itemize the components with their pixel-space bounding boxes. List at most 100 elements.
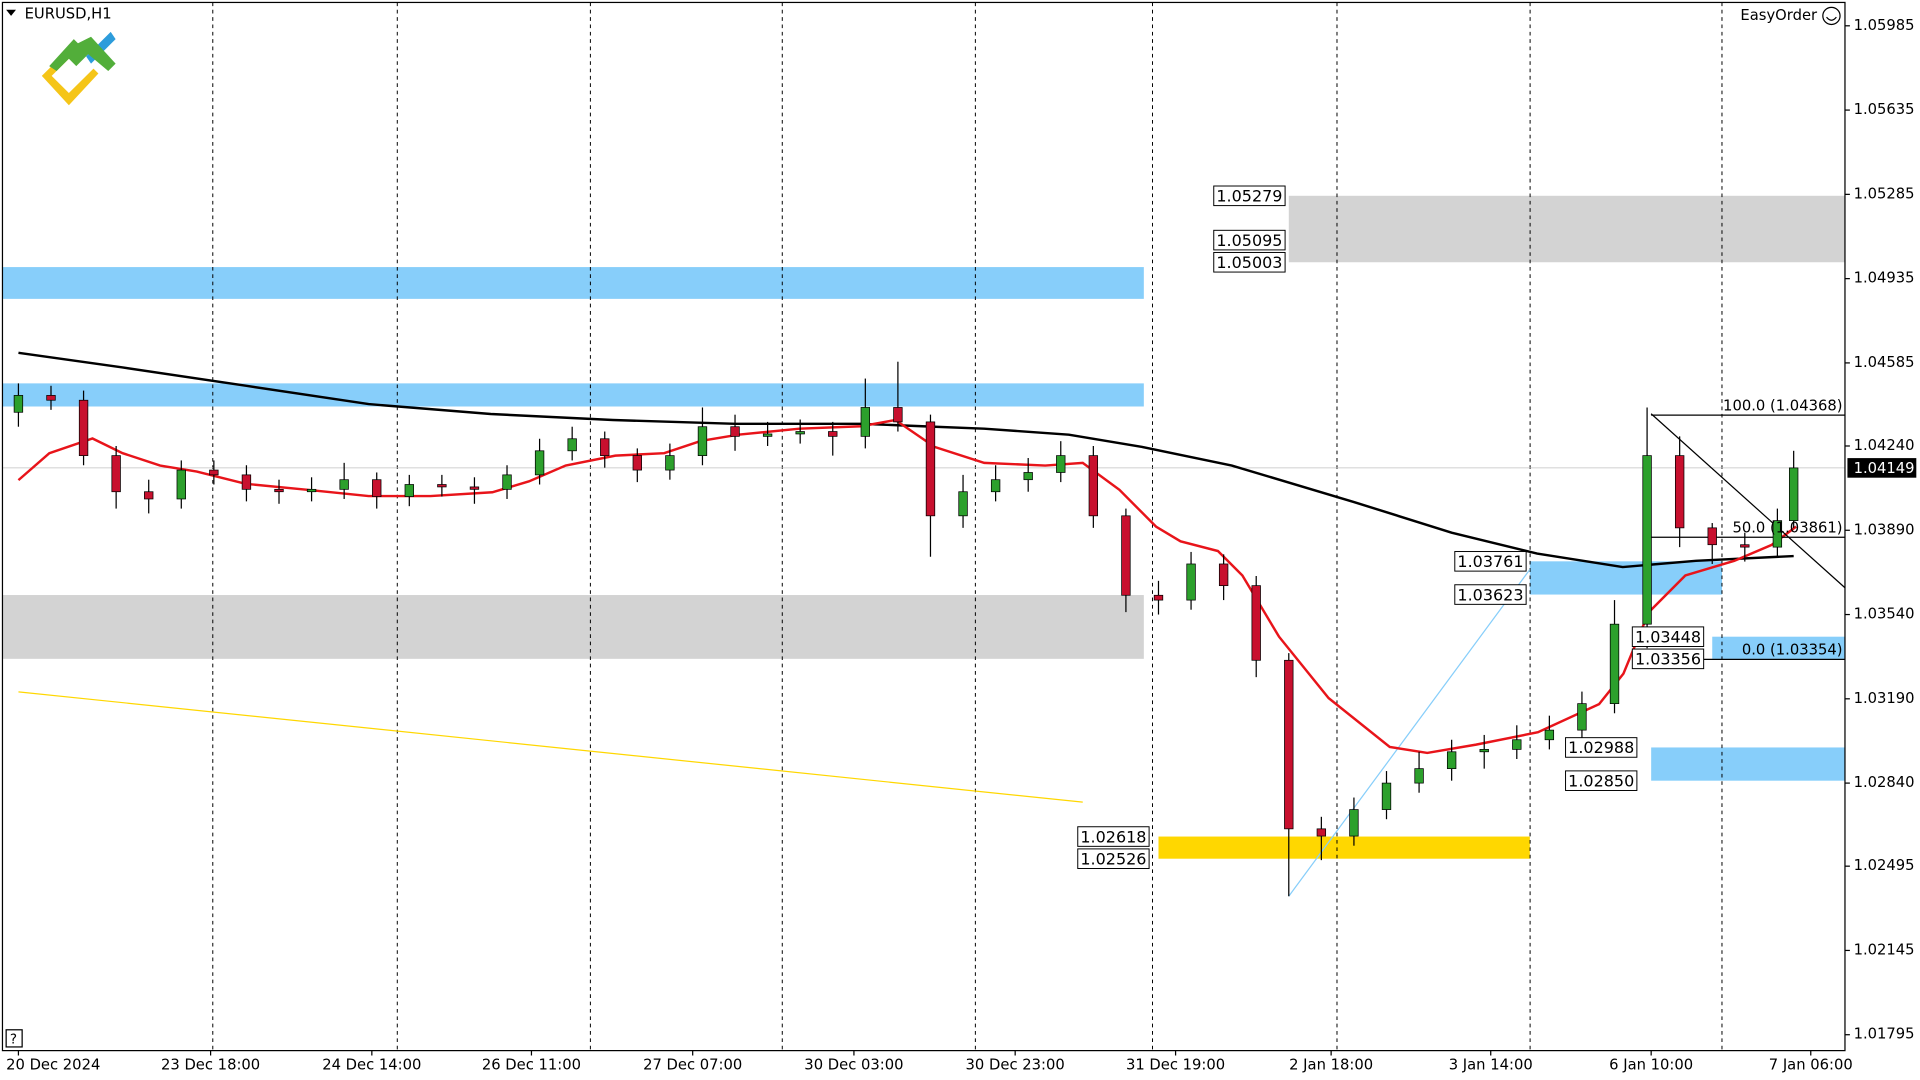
candle-body	[762, 433, 773, 437]
candle-body	[1740, 544, 1750, 548]
candle-body	[241, 474, 252, 490]
candle-body	[1642, 455, 1652, 625]
candle-body	[632, 455, 642, 471]
candle-body	[1674, 455, 1685, 529]
zone	[1712, 636, 1845, 659]
candle-body	[1577, 703, 1587, 731]
candle-body	[144, 491, 154, 500]
price-label-box	[1213, 185, 1286, 207]
x-tick-label: 20 Dec 2024	[6, 1056, 100, 1073]
price-label: 1.03448	[1635, 627, 1701, 646]
candle-body	[1446, 751, 1457, 770]
help-button[interactable]	[5, 1029, 23, 1048]
candle-body	[1381, 782, 1392, 810]
price-label-box	[1213, 229, 1286, 251]
candle-body	[176, 469, 186, 500]
candle-body	[1284, 659, 1294, 830]
candle-body	[860, 407, 871, 437]
candle-body	[1788, 467, 1799, 521]
easyorder-icon[interactable]	[1822, 6, 1841, 26]
price-label-box	[1454, 551, 1527, 572]
y-tick-label: 1.05985	[1854, 17, 1915, 34]
x-tick-label: 27 Dec 07:00	[643, 1056, 742, 1073]
candle-body	[437, 484, 447, 488]
candle-body	[339, 479, 349, 490]
current-price-tag	[1847, 458, 1917, 478]
candle-body	[1414, 768, 1424, 784]
candle-body	[1349, 809, 1359, 837]
price-label: 1.02526	[1080, 849, 1146, 868]
logo	[41, 31, 116, 106]
candle-body	[404, 484, 414, 497]
plot-frame	[1, 1, 1846, 1052]
candle-body	[1316, 828, 1327, 837]
candle-body	[665, 455, 675, 471]
x-tick-label: 7 Jan 06:00	[1769, 1056, 1853, 1073]
candle-body	[1772, 520, 1783, 548]
current-price-label: 1.04149	[1854, 460, 1915, 477]
y-tick-label: 1.02840	[1854, 774, 1915, 791]
candle-body	[828, 431, 838, 437]
labels-layer: 100.0 (1.04368) 50.0 (1.03861) 0.0 (1.0335…	[1077, 185, 1843, 869]
price-label: 1.05003	[1216, 253, 1282, 272]
x-tick-label: 30 Dec 03:00	[804, 1056, 903, 1073]
candle-body	[567, 438, 577, 452]
x-tick-label: 23 Dec 18:00	[161, 1056, 260, 1073]
candle-body	[730, 426, 740, 437]
candle-body	[469, 486, 480, 490]
candle-body	[1544, 729, 1555, 741]
candle-body	[1056, 455, 1066, 473]
x-tick-label: 31 Dec 19:00	[1126, 1056, 1225, 1073]
help-button-icon[interactable]: ?	[10, 1032, 17, 1048]
candle-body	[893, 407, 903, 423]
y-tick-label: 1.03190	[1854, 690, 1915, 707]
candle-body	[1218, 563, 1229, 587]
fib-label: 50.0 (1.03861)	[1732, 520, 1842, 537]
indicator-line	[1288, 569, 1531, 897]
y-tick-label: 1.03540	[1854, 606, 1915, 623]
candle-body	[78, 399, 89, 456]
candle-body	[372, 479, 382, 497]
zones-layer	[2, 195, 1845, 859]
price-label-box	[1565, 737, 1638, 758]
price-label-box	[1454, 584, 1527, 605]
candle-body	[1186, 563, 1196, 601]
candle-body	[274, 488, 284, 493]
zone	[2, 383, 1144, 407]
zone	[1288, 195, 1845, 263]
candle-body	[306, 488, 317, 493]
candle-body	[111, 455, 121, 493]
y-tick-label: 1.04935	[1854, 270, 1915, 287]
candle-body	[502, 474, 512, 490]
indicator-line	[1650, 413, 1846, 589]
zone	[2, 267, 1144, 299]
candle-body	[13, 395, 24, 413]
separator-layer	[212, 2, 1723, 1051]
x-tick-label: 26 Dec 11:00	[482, 1056, 581, 1073]
x-tick-label: 2 Jan 18:00	[1289, 1056, 1373, 1073]
symbol-menu-arrow[interactable]	[6, 9, 16, 16]
candle-body	[1121, 515, 1131, 596]
lines-layer	[2, 351, 1846, 897]
y-tick-label: 1.02145	[1854, 941, 1915, 958]
candle-body	[1512, 739, 1522, 750]
y-tick-label: 1.04585	[1854, 354, 1915, 371]
candle-body	[534, 450, 545, 476]
easyorder-icon-smile	[1826, 16, 1837, 21]
candle-body	[1153, 594, 1164, 601]
price-label: 1.02618	[1080, 827, 1146, 846]
price-label: 1.05095	[1216, 231, 1282, 250]
indicator-line	[18, 691, 1083, 803]
candle-body	[1251, 585, 1261, 661]
price-label-box	[1213, 251, 1286, 273]
easyorder-label[interactable]: EasyOrder	[1740, 7, 1818, 24]
zone	[2, 595, 1144, 659]
price-label: 1.03623	[1457, 585, 1523, 604]
price-label-box	[1077, 826, 1150, 847]
price-label-box	[1077, 848, 1150, 869]
zone	[1651, 747, 1845, 781]
candle-body	[925, 421, 936, 517]
y-tick-label: 1.03890	[1854, 521, 1915, 538]
